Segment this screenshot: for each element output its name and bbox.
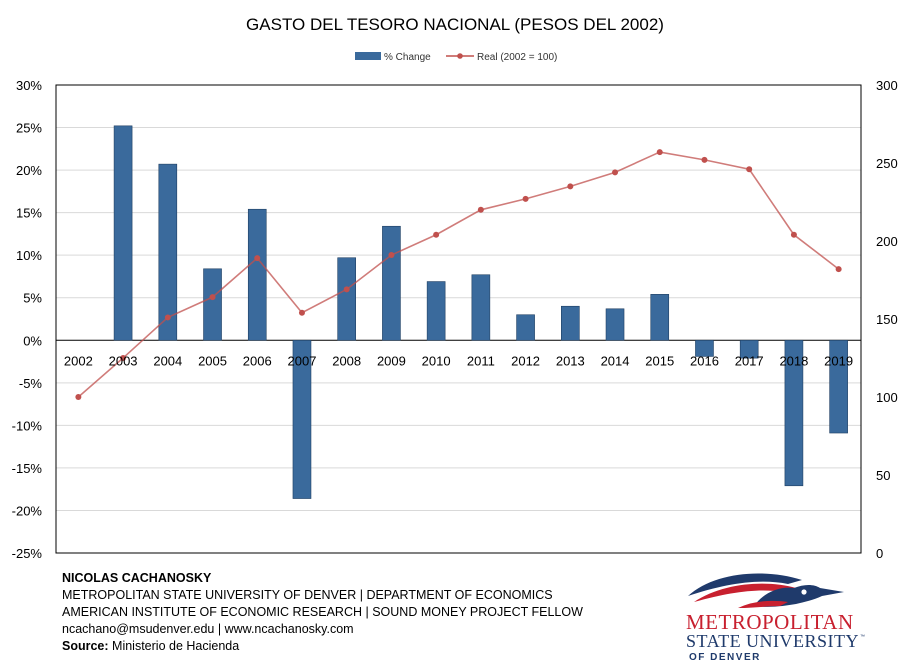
bar bbox=[158, 163, 178, 341]
university-logo: METROPOLITAN STATE UNIVERSITY ™ OF DENVE… bbox=[686, 573, 865, 661]
y-right-tick-label: 150 bbox=[876, 312, 898, 327]
x-tick-label: 2008 bbox=[332, 353, 361, 368]
y-right-tick-label: 300 bbox=[876, 78, 898, 93]
y-right-tick-label: 0 bbox=[876, 546, 883, 561]
y-left-tick-label: -20% bbox=[12, 503, 43, 518]
bar bbox=[113, 125, 133, 341]
line-point bbox=[209, 294, 216, 301]
bar bbox=[382, 225, 401, 341]
x-tick-label: 2002 bbox=[64, 353, 93, 368]
x-tick-label: 2005 bbox=[198, 353, 227, 368]
y-left-tick-label: 5% bbox=[23, 291, 42, 306]
plot-frame bbox=[55, 84, 862, 554]
affiliation-line-1: METROPOLITAN STATE UNIVERSITY OF DENVER … bbox=[62, 588, 553, 602]
x-tick-label: 2014 bbox=[601, 353, 630, 368]
line-point bbox=[835, 266, 842, 273]
bar bbox=[203, 268, 222, 341]
legend-swatch-bar bbox=[355, 52, 381, 60]
x-tick-label: 2004 bbox=[153, 353, 182, 368]
legend-label-bar: % Change bbox=[384, 52, 431, 63]
y-left-tick-label: 10% bbox=[16, 248, 42, 263]
logo-trademark: ™ bbox=[860, 634, 865, 640]
x-tick-label: 2012 bbox=[511, 353, 540, 368]
line-point bbox=[298, 309, 305, 316]
line-point bbox=[567, 183, 574, 190]
y-right-tick-label: 200 bbox=[876, 234, 898, 249]
line-point bbox=[75, 394, 82, 400]
y-left-tick-label: -25% bbox=[12, 546, 43, 561]
line-point bbox=[343, 286, 350, 293]
line-point bbox=[254, 255, 261, 262]
y-right-tick-label: 50 bbox=[876, 468, 890, 483]
y-left-tick-label: 20% bbox=[16, 163, 42, 178]
y-right-tick-label: 250 bbox=[876, 156, 898, 171]
y-left-tick-label: 25% bbox=[16, 121, 42, 136]
x-tick-label: 2015 bbox=[645, 353, 674, 368]
x-tick-label: 2006 bbox=[243, 353, 272, 368]
footer: NICOLAS CACHANOSKY METROPOLITAN STATE UN… bbox=[62, 570, 583, 655]
y-right-tick-label: 100 bbox=[876, 390, 898, 405]
x-tick-label: 2017 bbox=[735, 353, 764, 368]
line-point bbox=[522, 195, 529, 202]
logo-line-1: METROPOLITAN bbox=[686, 610, 854, 634]
legend-swatch-marker bbox=[457, 53, 463, 59]
bar bbox=[739, 339, 759, 359]
bar bbox=[292, 339, 312, 499]
bar bbox=[695, 339, 714, 357]
logo-line-2: STATE UNIVERSITY bbox=[686, 631, 859, 651]
x-tick-label: 2009 bbox=[377, 353, 406, 368]
x-tick-label: 2003 bbox=[109, 353, 138, 368]
chart-title: GASTO DEL TESORO NACIONAL (PESOS DEL 200… bbox=[246, 15, 664, 34]
legend: % Change Real (2002 = 100) bbox=[355, 52, 557, 63]
author-name: NICOLAS CACHANOSKY bbox=[62, 571, 212, 585]
bar bbox=[605, 308, 625, 341]
y-left-tick-label: 15% bbox=[16, 206, 42, 221]
affiliation-line-2: AMERICAN INSTITUTE OF ECONOMIC RESEARCH … bbox=[62, 605, 583, 619]
y-left-tick-label: -5% bbox=[19, 376, 43, 391]
roadrunner-mark bbox=[688, 573, 844, 608]
line-point bbox=[120, 355, 127, 361]
x-tick-label: 2007 bbox=[288, 353, 317, 368]
y-left-tick-label: 30% bbox=[16, 78, 42, 93]
line-point bbox=[790, 231, 797, 238]
bar bbox=[516, 314, 535, 341]
source-value: Ministerio de Hacienda bbox=[112, 639, 240, 653]
line-series bbox=[77, 151, 840, 398]
x-tick-label: 2016 bbox=[690, 353, 719, 368]
line-point bbox=[433, 231, 440, 238]
bar bbox=[650, 294, 670, 341]
x-tick-label: 2010 bbox=[422, 353, 451, 368]
x-tick-label: 2018 bbox=[779, 353, 808, 368]
line-point bbox=[701, 156, 708, 163]
bar bbox=[784, 339, 804, 487]
bar bbox=[337, 257, 356, 341]
line-point bbox=[477, 206, 484, 213]
bar bbox=[426, 281, 446, 341]
logo-line-3: OF DENVER bbox=[689, 652, 761, 661]
line-point bbox=[746, 166, 753, 173]
source-label: Source: bbox=[62, 639, 109, 653]
x-tick-label: 2011 bbox=[467, 353, 495, 368]
contact-line: ncachano@msudenver.edu | www.ncachanosky… bbox=[62, 622, 354, 636]
legend-label-line: Real (2002 = 100) bbox=[477, 52, 557, 63]
y-left-tick-label: 0% bbox=[23, 333, 42, 348]
line-point bbox=[612, 169, 619, 176]
line-point bbox=[656, 149, 663, 156]
y-left-tick-label: -10% bbox=[12, 418, 43, 433]
x-tick-label: 2019 bbox=[824, 353, 853, 368]
bar bbox=[247, 208, 267, 341]
line-point bbox=[388, 252, 395, 259]
y-left-tick-label: -15% bbox=[12, 461, 43, 476]
line-point bbox=[164, 314, 171, 321]
bar bbox=[829, 339, 848, 434]
bar bbox=[561, 305, 580, 341]
source-line: Source: Ministerio de Hacienda bbox=[62, 638, 583, 655]
bar bbox=[471, 274, 491, 341]
x-tick-label: 2013 bbox=[556, 353, 585, 368]
